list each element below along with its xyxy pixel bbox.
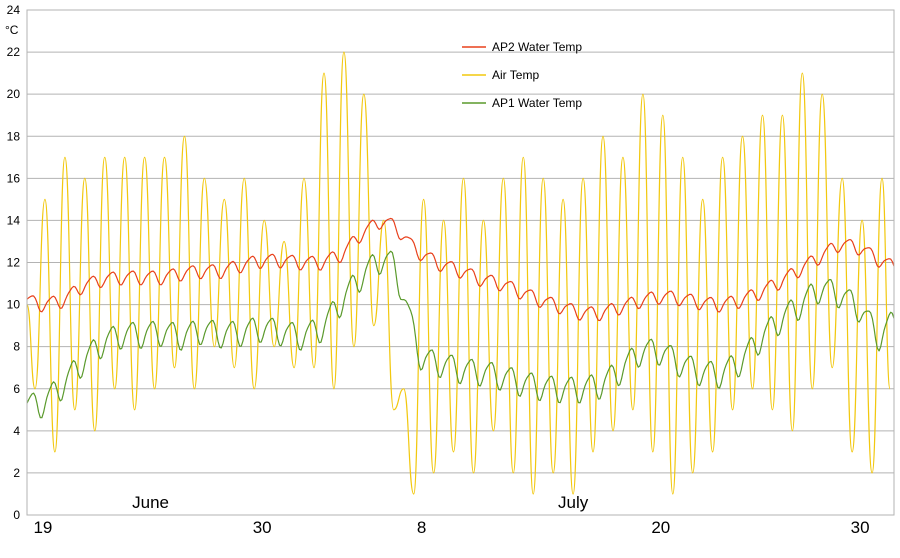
series-line-ap1-water-temp [26, 250, 895, 419]
x-tick-label: 19 [33, 518, 52, 537]
y-tick-label: 8 [13, 340, 20, 354]
x-tick-label: 30 [253, 518, 272, 537]
y-tick-label: 4 [13, 424, 20, 438]
x-tick-label: 8 [417, 518, 426, 537]
y-tick-label: 0 [13, 508, 20, 522]
month-label: June [132, 493, 169, 512]
month-label: July [558, 493, 589, 512]
y-tick-label: 20 [7, 87, 21, 101]
y-tick-label: 16 [7, 171, 21, 185]
series-group [26, 51, 895, 495]
y-tick-label: 22 [7, 45, 21, 59]
y-tick-label: 10 [7, 298, 21, 312]
legend-label: AP1 Water Temp [492, 96, 582, 110]
x-axis-ticks: 19 30 8 20 30 [33, 518, 869, 537]
legend-label: AP2 Water Temp [492, 40, 582, 54]
y-tick-label: 12 [7, 256, 21, 270]
y-tick-label: 2 [13, 466, 20, 480]
plot-frame [26, 9, 895, 516]
series-line-air-temp [26, 51, 891, 495]
y-tick-label: 24 [7, 3, 21, 17]
y-tick-label: 18 [7, 129, 21, 143]
y-axis-unit-label: °C [5, 23, 19, 37]
legend: AP2 Water Temp Air Temp AP1 Water Temp [462, 40, 582, 110]
y-tick-label: 14 [7, 213, 21, 227]
month-labels: June July [132, 493, 589, 512]
x-tick-label: 30 [851, 518, 870, 537]
series-line-ap2-water-temp [26, 217, 895, 322]
legend-label: Air Temp [492, 68, 539, 82]
x-tick-label: 20 [651, 518, 670, 537]
y-tick-label: 6 [13, 382, 20, 396]
